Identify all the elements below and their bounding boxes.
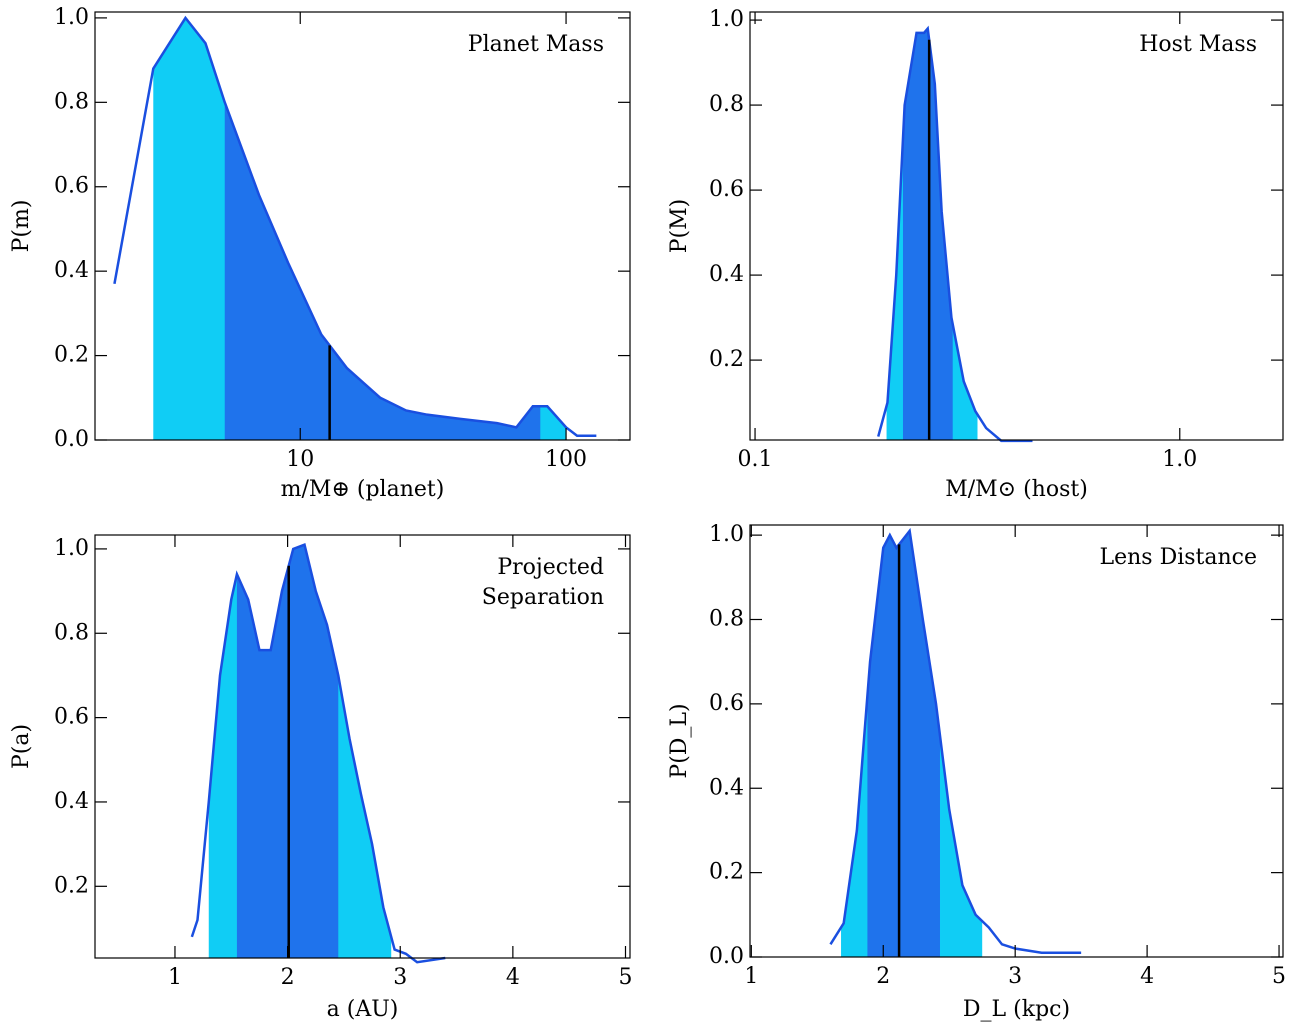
x-tick-label: 1 — [168, 965, 182, 990]
credible-interval — [224, 102, 541, 440]
y-tick-label: 0.8 — [709, 92, 744, 117]
panel-title: Planet Mass — [468, 32, 604, 57]
x-tick-label: 4 — [1140, 964, 1154, 989]
x-tick-label: 1.0 — [1162, 447, 1197, 472]
x-tick-label: 100 — [545, 447, 587, 472]
plot-frame — [749, 524, 1284, 958]
y-axis-label: P(D_L) — [667, 703, 692, 778]
y-tick-label: 0.4 — [709, 775, 744, 800]
y-tick-label: 0.2 — [709, 860, 744, 885]
panel-title: Separation — [482, 585, 604, 610]
y-tick-label: 0.6 — [54, 174, 89, 199]
y-tick-label: 0.6 — [709, 691, 744, 716]
y-tick-label: 0.0 — [54, 427, 89, 452]
x-axis-label: m/M⊕ (planet) — [281, 477, 445, 502]
y-tick-label: 1.0 — [54, 5, 89, 30]
x-tick-label: 3 — [393, 965, 407, 990]
y-tick-label: 0.4 — [54, 789, 89, 814]
y-tick-label: 0.4 — [54, 258, 89, 283]
x-tick-label: 4 — [506, 965, 520, 990]
y-tick-label: 0.0 — [709, 944, 744, 969]
y-axis-label: P(m) — [9, 200, 34, 253]
x-tick-label: 10 — [286, 447, 314, 472]
x-tick-label: 2 — [876, 964, 890, 989]
y-tick-label: 0.8 — [54, 620, 89, 645]
x-tick-label: 1 — [744, 964, 758, 989]
probability-curve — [829, 527, 1082, 955]
y-tick-label: 1.0 — [709, 522, 744, 547]
y-tick-label: 0.6 — [54, 705, 89, 730]
y-tick-label: 1.0 — [709, 7, 744, 32]
y-tick-label: 0.4 — [709, 262, 744, 287]
y-tick-label: 0.6 — [709, 177, 744, 202]
panel-title: Lens Distance — [1099, 545, 1257, 570]
panel-title: Host Mass — [1139, 32, 1257, 57]
x-tick-label: 2 — [281, 965, 295, 990]
y-tick-label: 0.2 — [54, 343, 89, 368]
panel-title: Projected — [497, 555, 604, 580]
y-axis-label: P(M) — [667, 199, 692, 254]
x-tick-label: 3 — [1008, 964, 1022, 989]
probability-curve — [190, 543, 446, 964]
x-axis-label: M/M⊙ (host) — [945, 477, 1088, 502]
probability-curve — [877, 25, 1033, 443]
credible-interval — [867, 530, 940, 957]
x-tick-label: 5 — [618, 965, 632, 990]
x-tick-label: 0.1 — [738, 447, 773, 472]
plot-frame — [94, 11, 631, 441]
x-axis-label: a (AU) — [327, 997, 399, 1022]
probability-curve — [113, 15, 597, 438]
plot-frame — [94, 534, 631, 959]
y-axis-label: P(a) — [9, 724, 34, 769]
x-tick-label: 5 — [1272, 964, 1286, 989]
y-tick-label: 0.2 — [54, 873, 89, 898]
credible-interval — [153, 17, 567, 440]
credible-interval — [902, 28, 953, 441]
x-axis-label: D_L (kpc) — [963, 997, 1070, 1022]
plot-frame — [749, 11, 1284, 441]
y-tick-label: 0.8 — [709, 607, 744, 632]
y-tick-label: 0.8 — [54, 89, 89, 114]
y-tick-label: 1.0 — [54, 536, 89, 561]
y-tick-label: 0.2 — [709, 347, 744, 372]
